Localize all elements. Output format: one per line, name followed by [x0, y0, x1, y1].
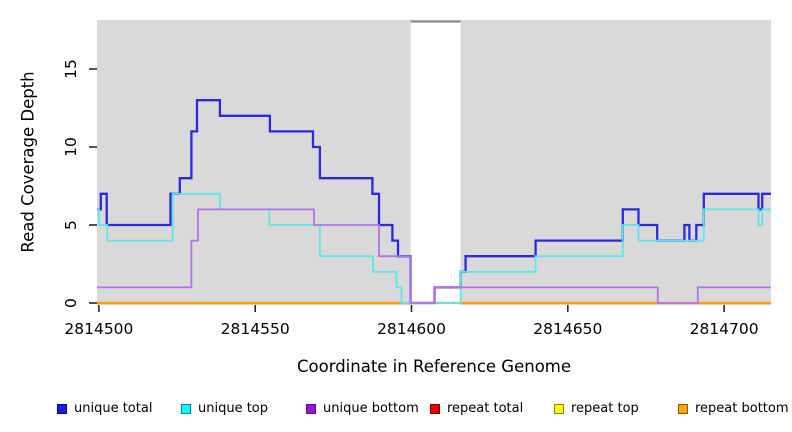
- legend-label: unique top: [198, 401, 269, 416]
- legend-label: unique bottom: [323, 401, 419, 416]
- legend-label: unique total: [74, 401, 153, 416]
- y-tick-label: 0: [62, 298, 80, 308]
- x-tick-label: 2814600: [377, 320, 446, 338]
- legend-item-unique-bottom: unique bottom: [306, 402, 419, 416]
- legend-item-unique-top: unique top: [181, 402, 268, 416]
- x-tick-label: 2814700: [690, 320, 759, 338]
- x-tick-label: 2814650: [533, 320, 602, 338]
- legend-item-unique-total: unique total: [57, 402, 152, 416]
- y-tick-label: 15: [62, 59, 80, 79]
- unique-bottom-swatch-icon: [306, 404, 316, 414]
- legend-label: repeat total: [447, 401, 524, 416]
- x-tick-label: 2814500: [64, 320, 133, 338]
- series-line-unique-bottom: [97, 208, 771, 304]
- repeat-bottom-swatch-icon: [678, 404, 688, 414]
- legend-label: repeat top: [571, 401, 639, 416]
- unique-top-swatch-icon: [181, 404, 191, 414]
- x-tick-label: 2814550: [221, 320, 290, 338]
- x-axis-title: Coordinate in Reference Genome: [296, 357, 572, 376]
- repeat-total-swatch-icon: [430, 404, 440, 414]
- legend-item-repeat-bottom: repeat bottom: [678, 402, 789, 416]
- series-line-unique-top: [97, 192, 771, 304]
- repeat-top-swatch-icon: [554, 404, 564, 414]
- legend-item-repeat-top: repeat top: [554, 402, 639, 416]
- unique-total-swatch-icon: [57, 404, 67, 414]
- y-tick-label: 10: [62, 137, 80, 157]
- legend-item-repeat-total: repeat total: [430, 402, 523, 416]
- y-axis-title: Read Coverage Depth: [18, 71, 38, 253]
- y-tick-label: 5: [62, 220, 80, 230]
- mask-band: [410, 20, 461, 305]
- legend-label: repeat bottom: [695, 401, 789, 416]
